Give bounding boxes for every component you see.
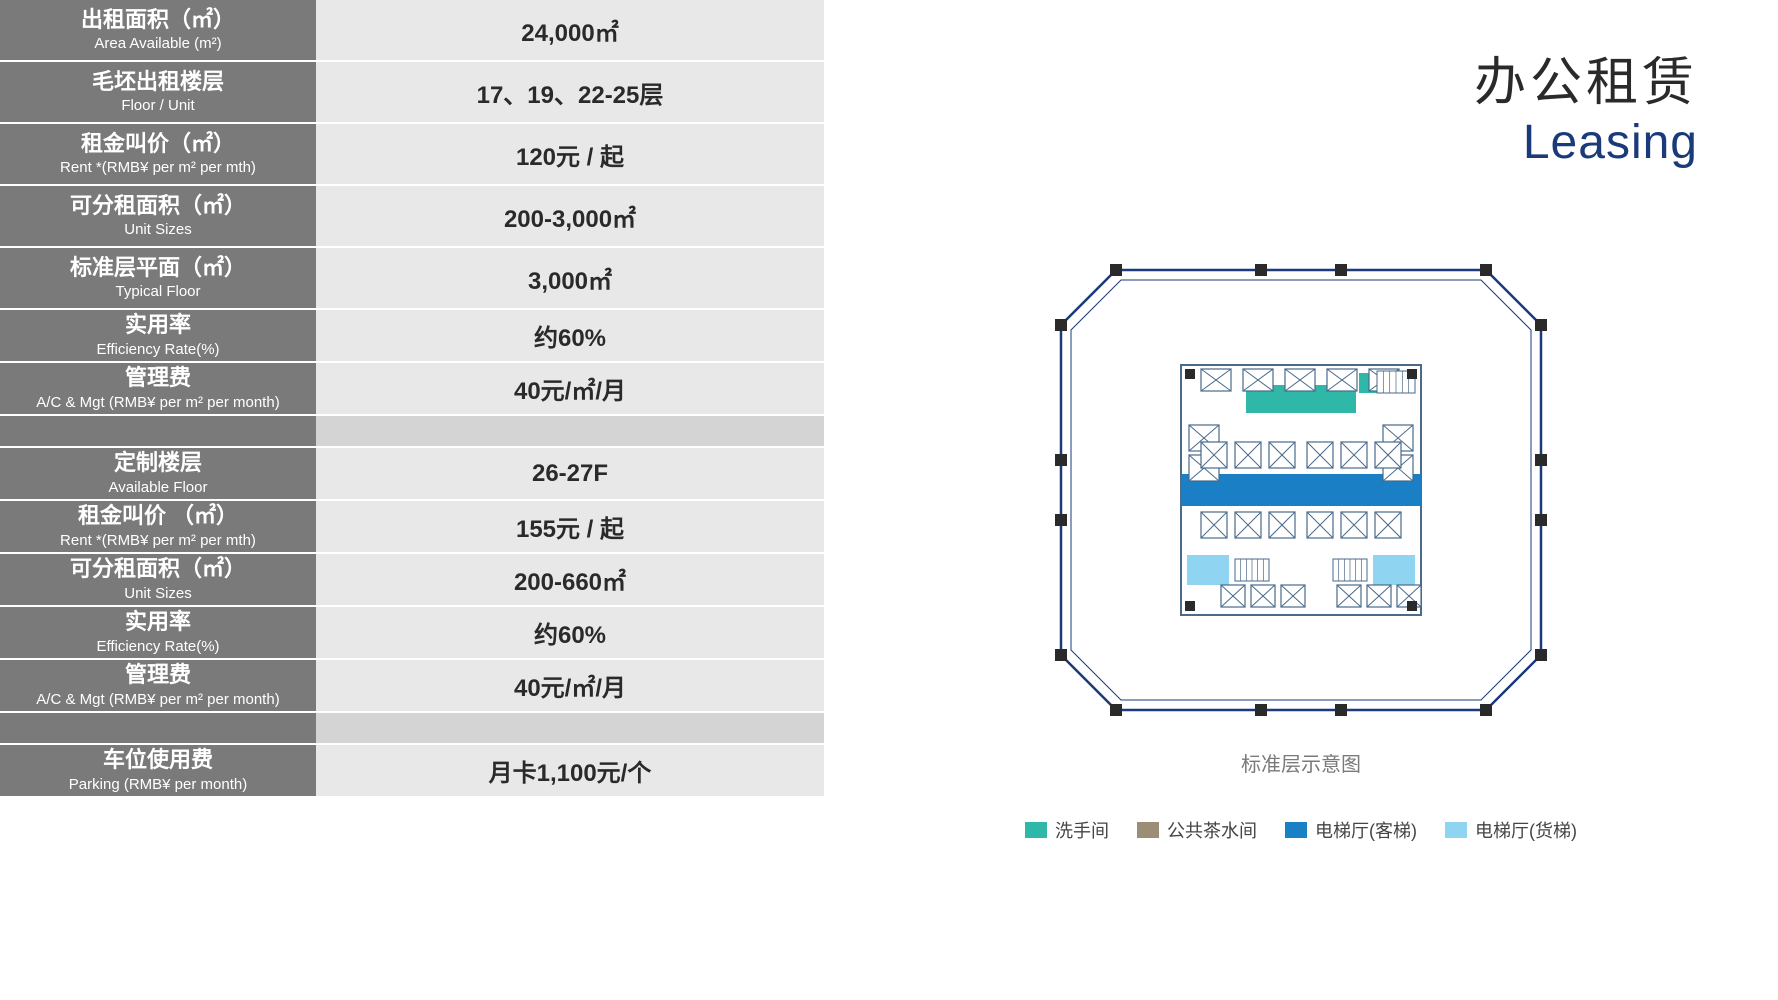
legend-item: 电梯厅(客梯) — [1285, 817, 1417, 843]
right-panel: 办公租赁 Leasing 标准层示意图 洗手间 公共茶水间 电梯厅(客梯) 电梯厅(货… — [824, 0, 1778, 1000]
title-en: Leasing — [874, 115, 1698, 170]
row-label: 标准层平面（㎡） Typical Floor — [0, 248, 316, 308]
legend-swatch — [1025, 822, 1047, 838]
table-row: 可分租面积（㎡） Unit Sizes 200-3,000㎡ — [0, 186, 824, 248]
legend-label: 电梯厅(货梯) — [1475, 817, 1577, 843]
legend-label: 洗手间 — [1055, 817, 1109, 843]
floorplan-legend: 洗手间 公共茶水间 电梯厅(客梯) 电梯厅(货梯) — [1025, 817, 1577, 843]
row-value: 200-660㎡ — [316, 554, 824, 605]
row-value: 40元/㎡/月 — [316, 363, 824, 414]
row-value: 约60% — [316, 607, 824, 658]
label-en: Parking (RMB¥ per month) — [69, 776, 247, 794]
table-row: 管理费 A/C & Mgt (RMB¥ per m² per month) 40元/… — [0, 660, 824, 713]
row-value: 约60% — [316, 310, 824, 361]
label-en: Unit Sizes — [124, 585, 192, 603]
label-en: A/C & Mgt (RMB¥ per m² per month) — [36, 691, 279, 709]
floorplan-diagram — [1041, 250, 1561, 730]
label-zh: 可分租面积（㎡） — [70, 193, 246, 219]
row-label: 毛坯出租楼层 Floor / Unit — [0, 62, 316, 122]
row-value: 24,000㎡ — [316, 0, 824, 60]
label-en: Area Available (m²) — [94, 35, 221, 53]
label-zh: 管理费 — [125, 365, 191, 391]
row-label: 管理费 A/C & Mgt (RMB¥ per m² per month) — [0, 363, 316, 414]
table-row: 定制楼层 Available Floor 26-27F — [0, 448, 824, 501]
row-label: 出租面积（㎡） Area Available (m²) — [0, 0, 316, 60]
row-value: 120元 / 起 — [316, 124, 824, 184]
label-en: Typical Floor — [115, 283, 200, 301]
label-zh: 租金叫价 （㎡） — [78, 503, 238, 529]
legend-swatch — [1445, 822, 1467, 838]
label-en: Efficiency Rate(%) — [96, 341, 219, 359]
label-en: Efficiency Rate(%) — [96, 638, 219, 656]
label-zh: 车位使用费 — [103, 747, 213, 773]
label-en: Rent *(RMB¥ per m² per mth) — [60, 159, 256, 177]
row-label: 可分租面积（㎡） Unit Sizes — [0, 554, 316, 605]
table-spacer — [0, 416, 824, 448]
floorplan-caption: 标准层示意图 — [1241, 748, 1361, 777]
row-value: 155元 / 起 — [316, 501, 824, 552]
row-value: 3,000㎡ — [316, 248, 824, 308]
row-label: 管理费 A/C & Mgt (RMB¥ per m² per month) — [0, 660, 316, 711]
title-zh: 办公租赁 — [874, 40, 1698, 115]
label-zh: 可分租面积（㎡） — [70, 556, 246, 582]
row-label — [0, 416, 316, 446]
legend-swatch — [1137, 822, 1159, 838]
table-row: 车位使用费 Parking (RMB¥ per month) 月卡1,100元/个 — [0, 745, 824, 798]
label-zh: 租金叫价（㎡） — [81, 131, 235, 157]
row-label: 可分租面积（㎡） Unit Sizes — [0, 186, 316, 246]
table-row: 租金叫价（㎡） Rent *(RMB¥ per m² per mth) 120元 /… — [0, 124, 824, 186]
table-row: 标准层平面（㎡） Typical Floor 3,000㎡ — [0, 248, 824, 310]
table-spacer — [0, 713, 824, 745]
label-zh: 实用率 — [125, 609, 191, 635]
legend-label: 电梯厅(客梯) — [1315, 817, 1417, 843]
leasing-table: 出租面积（㎡） Area Available (m²) 24,000㎡毛坯出租楼层 F… — [0, 0, 824, 1000]
legend-item: 洗手间 — [1025, 817, 1109, 843]
page-title: 办公租赁 Leasing — [874, 40, 1728, 170]
row-label: 定制楼层 Available Floor — [0, 448, 316, 499]
row-label: 租金叫价 （㎡） Rent *(RMB¥ per m² per mth) — [0, 501, 316, 552]
label-en: Available Floor — [109, 479, 208, 497]
label-zh: 毛坯出租楼层 — [92, 69, 224, 95]
label-zh: 出租面积（㎡） — [81, 7, 235, 33]
legend-item: 公共茶水间 — [1137, 817, 1257, 843]
row-value — [316, 416, 824, 446]
row-value: 月卡1,100元/个 — [316, 745, 824, 796]
legend-label: 公共茶水间 — [1167, 817, 1257, 843]
table-row: 出租面积（㎡） Area Available (m²) 24,000㎡ — [0, 0, 824, 62]
row-label: 实用率 Efficiency Rate(%) — [0, 607, 316, 658]
label-zh: 标准层平面（㎡） — [70, 255, 246, 281]
label-en: Unit Sizes — [124, 221, 192, 239]
row-value: 26-27F — [316, 448, 824, 499]
row-label: 车位使用费 Parking (RMB¥ per month) — [0, 745, 316, 796]
row-value: 200-3,000㎡ — [316, 186, 824, 246]
table-row: 可分租面积（㎡） Unit Sizes 200-660㎡ — [0, 554, 824, 607]
label-en: Floor / Unit — [121, 97, 194, 115]
table-row: 管理费 A/C & Mgt (RMB¥ per m² per month) 40元/… — [0, 363, 824, 416]
row-value — [316, 713, 824, 743]
legend-swatch — [1285, 822, 1307, 838]
table-row: 租金叫价 （㎡） Rent *(RMB¥ per m² per mth) 155元 … — [0, 501, 824, 554]
label-en: Rent *(RMB¥ per m² per mth) — [60, 532, 256, 550]
label-zh: 定制楼层 — [114, 450, 202, 476]
label-zh: 实用率 — [125, 312, 191, 338]
row-value: 17、19、22-25层 — [316, 62, 824, 122]
label-en: A/C & Mgt (RMB¥ per m² per month) — [36, 394, 279, 412]
row-label: 租金叫价（㎡） Rent *(RMB¥ per m² per mth) — [0, 124, 316, 184]
table-row: 毛坯出租楼层 Floor / Unit 17、19、22-25层 — [0, 62, 824, 124]
row-label: 实用率 Efficiency Rate(%) — [0, 310, 316, 361]
legend-item: 电梯厅(货梯) — [1445, 817, 1577, 843]
table-row: 实用率 Efficiency Rate(%) 约60% — [0, 310, 824, 363]
table-row: 实用率 Efficiency Rate(%) 约60% — [0, 607, 824, 660]
label-zh: 管理费 — [125, 662, 191, 688]
row-value: 40元/㎡/月 — [316, 660, 824, 711]
floorplan: 标准层示意图 洗手间 公共茶水间 电梯厅(客梯) 电梯厅(货梯) — [874, 250, 1728, 843]
row-label — [0, 713, 316, 743]
